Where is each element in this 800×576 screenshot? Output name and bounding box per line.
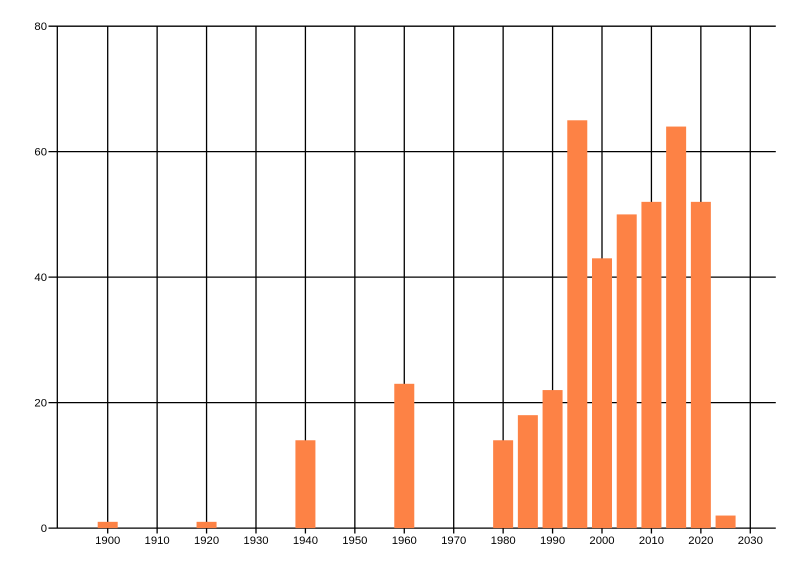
svg-text:2010: 2010 bbox=[639, 535, 664, 547]
svg-text:80: 80 bbox=[34, 21, 47, 33]
svg-text:1970: 1970 bbox=[441, 535, 466, 547]
svg-text:1900: 1900 bbox=[95, 535, 120, 547]
svg-text:40: 40 bbox=[34, 272, 47, 284]
svg-text:1990: 1990 bbox=[540, 535, 565, 547]
svg-text:1980: 1980 bbox=[491, 535, 516, 547]
svg-text:20: 20 bbox=[34, 398, 47, 410]
svg-text:1920: 1920 bbox=[194, 535, 219, 547]
svg-text:1910: 1910 bbox=[145, 535, 170, 547]
svg-text:2030: 2030 bbox=[738, 535, 763, 547]
svg-text:0: 0 bbox=[41, 523, 47, 535]
svg-text:2020: 2020 bbox=[688, 535, 713, 547]
svg-text:1940: 1940 bbox=[293, 535, 318, 547]
svg-text:1930: 1930 bbox=[243, 535, 268, 547]
svg-text:1950: 1950 bbox=[342, 535, 367, 547]
svg-text:1960: 1960 bbox=[392, 535, 417, 547]
svg-text:2000: 2000 bbox=[589, 535, 614, 547]
svg-text:60: 60 bbox=[34, 147, 47, 159]
